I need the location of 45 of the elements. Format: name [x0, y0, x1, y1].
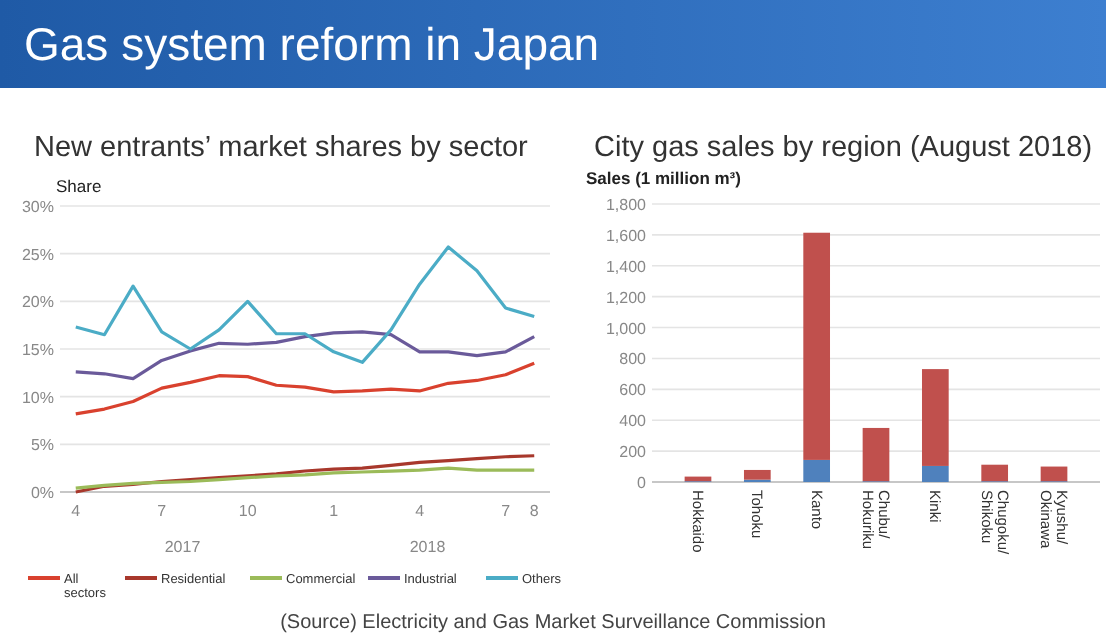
text: 2018: [409, 538, 447, 556]
x-tick-label: 7: [157, 502, 168, 520]
bar: [803, 232, 831, 460]
y-axis-title: Share: [56, 176, 102, 196]
line-series: [74, 454, 536, 494]
y-tick-label: 0: [637, 474, 648, 492]
x-tick-label: 8: [529, 502, 540, 520]
y-tick-label: 1,000: [605, 319, 648, 338]
y-tick-label: 600: [619, 381, 648, 400]
bar: [803, 459, 831, 482]
bar: [743, 469, 771, 480]
line-series: [74, 361, 536, 416]
text: (Source) Electricity and Gas Market Surveillance Commission: [280, 612, 826, 634]
y-tick-label: 0%: [30, 484, 54, 502]
y-tick-label: 10%: [21, 388, 54, 407]
y-tick-label: 400: [619, 412, 648, 431]
bar: [1040, 466, 1068, 482]
y-tick-label: 30%: [21, 198, 54, 216]
line-series: [74, 330, 536, 381]
x-tick-label: 4: [71, 502, 82, 520]
y-tick-label: 800: [619, 350, 648, 369]
y-tick-label: 5%: [30, 436, 54, 455]
y-tick-label: 1,800: [605, 196, 648, 214]
line-series: [74, 466, 536, 490]
x-tick-label: 10: [238, 502, 258, 520]
y-tick-label: 1,600: [605, 226, 648, 245]
y-axis-title: Sales (1 million m³): [586, 168, 742, 188]
y-tick-label: 15%: [21, 341, 54, 359]
chart-title: City gas sales by region (August 2018): [594, 132, 1093, 164]
bar: [921, 465, 949, 482]
line-series: [74, 245, 536, 364]
text: 2017: [164, 538, 202, 556]
y-tick-label: 20%: [21, 293, 54, 312]
bar: [981, 464, 1009, 482]
bar: [862, 427, 890, 482]
y-tick-label: 25%: [21, 245, 54, 264]
chart-title: New entrants’ market shares by sector: [34, 132, 529, 164]
y-tick-label: 1,200: [605, 288, 648, 307]
bar: [921, 369, 949, 466]
x-tick-label: 4: [415, 502, 426, 520]
y-tick-label: 1,400: [605, 257, 648, 276]
y-tick-label: 200: [619, 443, 648, 462]
x-tick-label: 7: [501, 502, 512, 520]
x-tick-label: 1: [329, 502, 340, 520]
text: Gas system reform in Japan: [24, 18, 600, 70]
